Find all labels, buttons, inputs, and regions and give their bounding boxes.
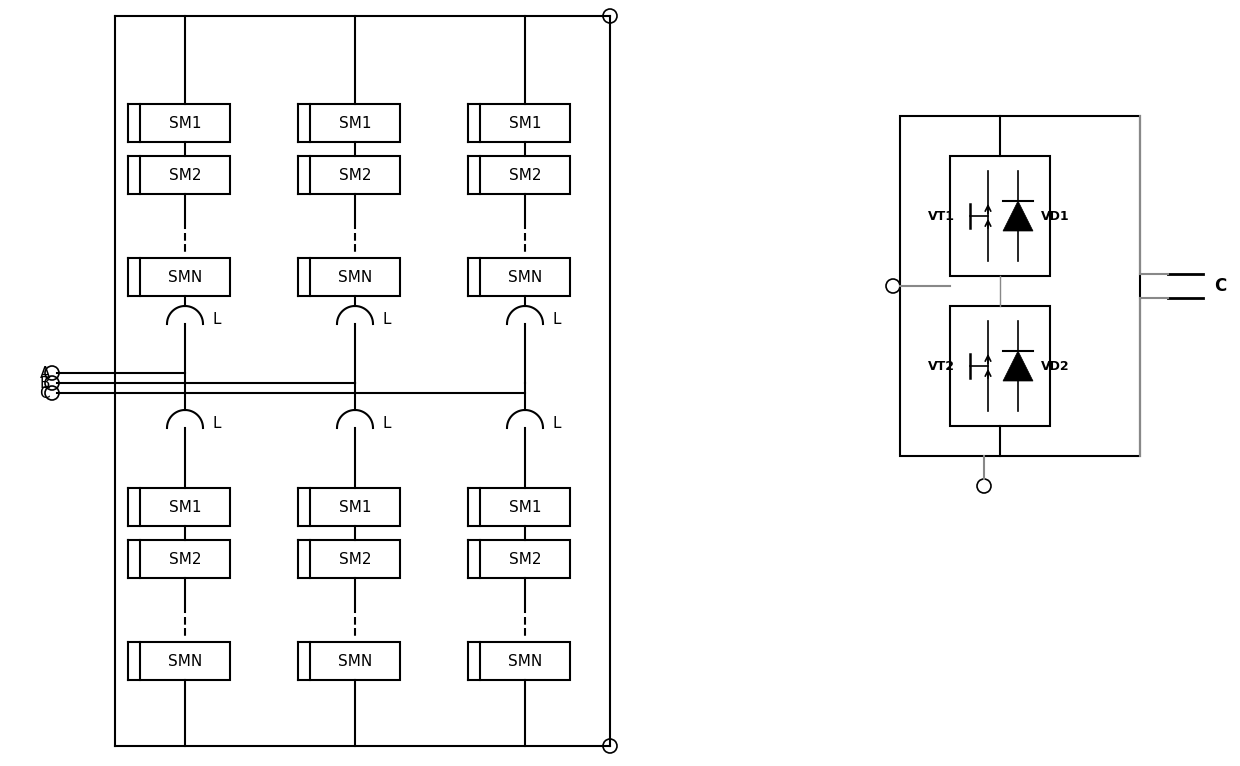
Bar — [950, 156, 1050, 276]
Text: SM1: SM1 — [508, 116, 541, 130]
Text: SM2: SM2 — [339, 168, 371, 182]
Text: SM2: SM2 — [169, 552, 201, 567]
Text: SM2: SM2 — [508, 552, 541, 567]
Text: SM1: SM1 — [508, 499, 541, 515]
Bar — [480, 258, 570, 296]
Text: C: C — [1214, 277, 1226, 295]
Bar — [140, 540, 229, 578]
Text: SMN: SMN — [337, 653, 372, 669]
Bar — [310, 540, 401, 578]
Text: A: A — [40, 365, 50, 381]
Polygon shape — [1003, 201, 1033, 231]
Text: SM1: SM1 — [169, 116, 201, 130]
Text: SMN: SMN — [167, 270, 202, 284]
Bar — [310, 258, 401, 296]
Bar — [140, 104, 229, 142]
Bar — [140, 156, 229, 194]
Text: L: L — [213, 415, 222, 430]
Text: SM1: SM1 — [169, 499, 201, 515]
Text: SM2: SM2 — [169, 168, 201, 182]
Text: L: L — [213, 312, 222, 326]
Text: SMN: SMN — [508, 653, 542, 669]
Text: C: C — [40, 385, 50, 401]
Text: SM2: SM2 — [339, 552, 371, 567]
Bar — [950, 306, 1050, 426]
Bar — [900, 116, 1140, 456]
Text: VD2: VD2 — [1042, 359, 1070, 372]
Text: VT1: VT1 — [928, 209, 955, 222]
Text: SM1: SM1 — [339, 499, 371, 515]
Bar — [310, 642, 401, 680]
Polygon shape — [1003, 351, 1033, 381]
Text: L: L — [383, 415, 392, 430]
Bar — [310, 488, 401, 526]
Text: VD1: VD1 — [1042, 209, 1070, 222]
Text: L: L — [553, 415, 562, 430]
Text: VT2: VT2 — [928, 359, 955, 372]
Bar — [140, 488, 229, 526]
Text: L: L — [383, 312, 392, 326]
Text: SMN: SMN — [508, 270, 542, 284]
Text: SM2: SM2 — [508, 168, 541, 182]
Text: SM1: SM1 — [339, 116, 371, 130]
Bar — [480, 642, 570, 680]
Bar — [480, 540, 570, 578]
Bar — [140, 642, 229, 680]
Bar — [140, 258, 229, 296]
Bar — [480, 104, 570, 142]
Bar — [310, 156, 401, 194]
Text: L: L — [553, 312, 562, 326]
Text: SMN: SMN — [337, 270, 372, 284]
Bar — [480, 488, 570, 526]
Text: SMN: SMN — [167, 653, 202, 669]
Text: B: B — [40, 375, 50, 391]
Bar — [310, 104, 401, 142]
Bar — [480, 156, 570, 194]
